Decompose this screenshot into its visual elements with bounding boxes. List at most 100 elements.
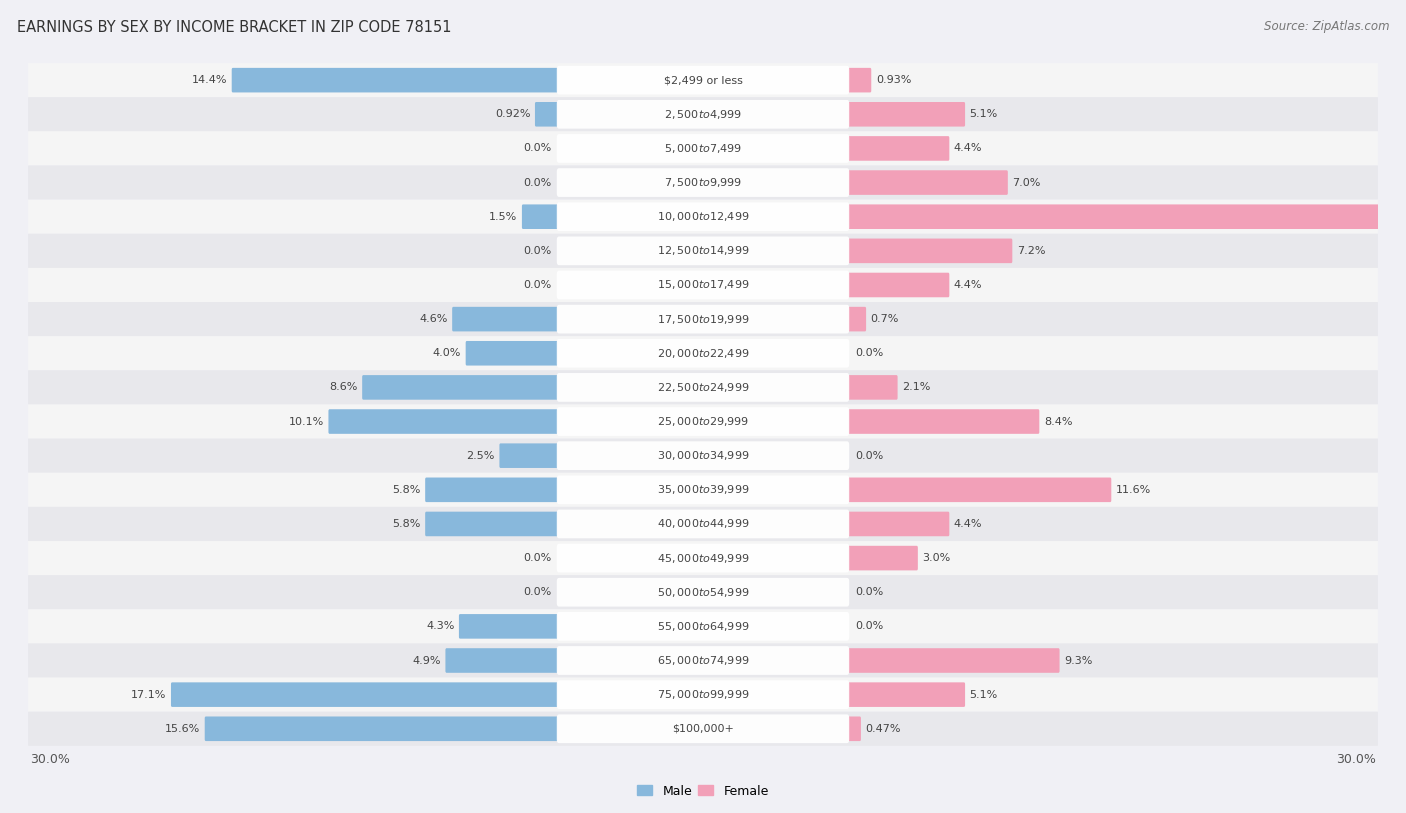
FancyBboxPatch shape [557,168,849,197]
FancyBboxPatch shape [28,677,1378,711]
FancyBboxPatch shape [848,716,860,741]
Text: $55,000 to $64,999: $55,000 to $64,999 [657,620,749,633]
Text: 15.6%: 15.6% [165,724,200,734]
Text: $7,500 to $9,999: $7,500 to $9,999 [664,176,742,189]
FancyBboxPatch shape [848,67,872,93]
FancyBboxPatch shape [848,511,949,537]
FancyBboxPatch shape [28,643,1378,677]
FancyBboxPatch shape [557,646,849,675]
Text: 5.1%: 5.1% [970,109,998,120]
FancyBboxPatch shape [205,716,558,741]
Text: $65,000 to $74,999: $65,000 to $74,999 [657,654,749,667]
Text: $10,000 to $12,499: $10,000 to $12,499 [657,211,749,224]
Text: 14.4%: 14.4% [191,75,228,85]
FancyBboxPatch shape [848,648,1060,673]
FancyBboxPatch shape [28,166,1378,200]
FancyBboxPatch shape [557,476,849,504]
FancyBboxPatch shape [848,102,965,127]
FancyBboxPatch shape [28,438,1378,472]
FancyBboxPatch shape [557,66,849,94]
FancyBboxPatch shape [28,63,1378,98]
FancyBboxPatch shape [534,102,558,127]
Text: 8.4%: 8.4% [1043,416,1073,427]
Text: 0.93%: 0.93% [876,75,911,85]
Text: 30.0%: 30.0% [31,754,70,767]
FancyBboxPatch shape [848,170,1008,195]
FancyBboxPatch shape [557,544,849,572]
Text: 3.0%: 3.0% [922,553,950,563]
Text: 0.0%: 0.0% [523,177,551,188]
FancyBboxPatch shape [557,339,849,367]
FancyBboxPatch shape [28,711,1378,746]
Text: 2.1%: 2.1% [903,382,931,393]
FancyBboxPatch shape [557,305,849,333]
Text: $100,000+: $100,000+ [672,724,734,734]
Text: 0.0%: 0.0% [855,348,883,359]
Text: $50,000 to $54,999: $50,000 to $54,999 [657,585,749,598]
FancyBboxPatch shape [557,271,849,299]
FancyBboxPatch shape [28,302,1378,337]
Text: 0.47%: 0.47% [866,724,901,734]
FancyBboxPatch shape [28,98,1378,132]
FancyBboxPatch shape [557,715,849,743]
FancyBboxPatch shape [557,612,849,641]
FancyBboxPatch shape [28,200,1378,234]
FancyBboxPatch shape [453,307,558,332]
FancyBboxPatch shape [848,477,1111,502]
Text: 0.0%: 0.0% [855,621,883,632]
FancyBboxPatch shape [232,67,558,93]
Text: $75,000 to $99,999: $75,000 to $99,999 [657,688,749,701]
Text: $35,000 to $39,999: $35,000 to $39,999 [657,483,749,496]
FancyBboxPatch shape [446,648,558,673]
FancyBboxPatch shape [848,682,965,707]
FancyBboxPatch shape [848,238,1012,263]
FancyBboxPatch shape [557,510,849,538]
Text: $20,000 to $22,499: $20,000 to $22,499 [657,347,749,360]
FancyBboxPatch shape [425,477,558,502]
FancyBboxPatch shape [848,409,1039,434]
FancyBboxPatch shape [28,268,1378,302]
FancyBboxPatch shape [28,234,1378,268]
FancyBboxPatch shape [557,578,849,606]
FancyBboxPatch shape [499,443,558,468]
Text: 0.92%: 0.92% [495,109,530,120]
FancyBboxPatch shape [557,407,849,436]
FancyBboxPatch shape [557,202,849,231]
FancyBboxPatch shape [848,546,918,571]
Text: 4.4%: 4.4% [953,280,983,290]
Text: $15,000 to $17,499: $15,000 to $17,499 [657,279,749,292]
Text: 4.6%: 4.6% [419,314,447,324]
Text: $2,499 or less: $2,499 or less [664,75,742,85]
FancyBboxPatch shape [557,134,849,163]
Text: 0.0%: 0.0% [523,143,551,154]
FancyBboxPatch shape [522,204,558,229]
Text: 7.0%: 7.0% [1012,177,1040,188]
Text: $2,500 to $4,999: $2,500 to $4,999 [664,108,742,121]
FancyBboxPatch shape [172,682,558,707]
Text: $12,500 to $14,999: $12,500 to $14,999 [657,245,749,258]
FancyBboxPatch shape [557,373,849,402]
Text: $40,000 to $44,999: $40,000 to $44,999 [657,517,749,530]
Text: 7.2%: 7.2% [1017,246,1045,256]
Text: 0.7%: 0.7% [870,314,898,324]
Text: EARNINGS BY SEX BY INCOME BRACKET IN ZIP CODE 78151: EARNINGS BY SEX BY INCOME BRACKET IN ZIP… [17,20,451,35]
FancyBboxPatch shape [28,404,1378,438]
Text: 4.4%: 4.4% [953,519,983,529]
FancyBboxPatch shape [28,575,1378,609]
FancyBboxPatch shape [363,375,558,400]
FancyBboxPatch shape [465,341,558,366]
Text: 0.0%: 0.0% [523,553,551,563]
FancyBboxPatch shape [557,100,849,128]
Text: 2.5%: 2.5% [467,450,495,461]
Text: $22,500 to $24,999: $22,500 to $24,999 [657,381,749,393]
Text: $25,000 to $29,999: $25,000 to $29,999 [657,415,749,428]
Text: $17,500 to $19,999: $17,500 to $19,999 [657,313,749,326]
Text: 4.4%: 4.4% [953,143,983,154]
FancyBboxPatch shape [28,337,1378,371]
FancyBboxPatch shape [557,441,849,470]
FancyBboxPatch shape [848,375,897,400]
Text: 0.0%: 0.0% [523,280,551,290]
Text: 5.8%: 5.8% [392,519,420,529]
FancyBboxPatch shape [28,371,1378,404]
Text: 4.0%: 4.0% [433,348,461,359]
